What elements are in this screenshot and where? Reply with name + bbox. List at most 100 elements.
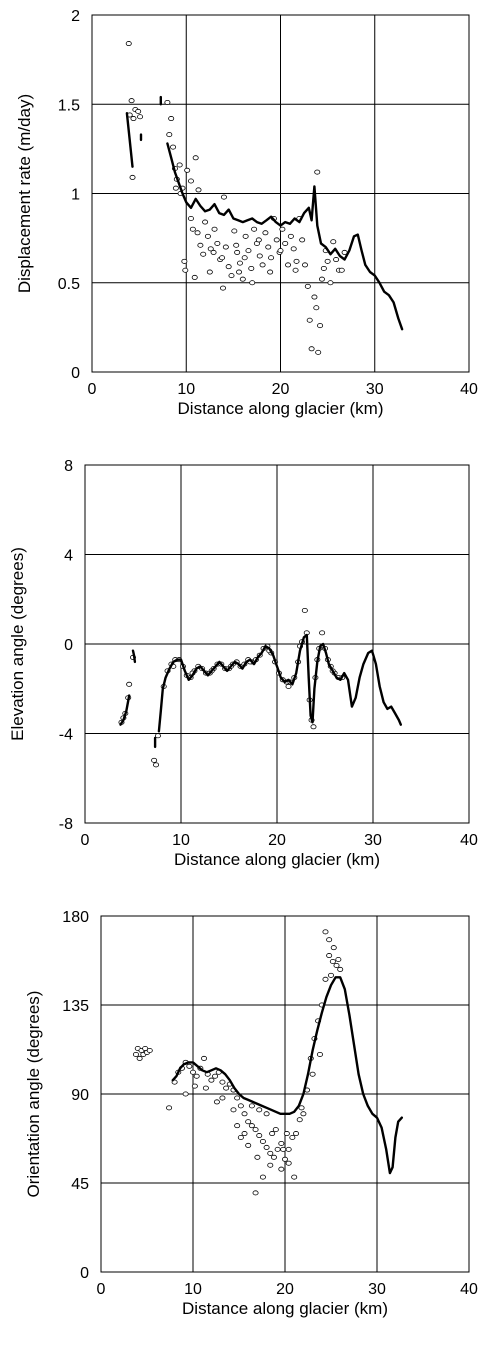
data-point — [256, 1107, 263, 1113]
data-point — [248, 1103, 255, 1109]
data-point — [202, 219, 209, 225]
data-point — [311, 294, 318, 300]
data-point — [241, 255, 248, 261]
data-point — [319, 630, 326, 636]
y-tick-label: 0.5 — [58, 276, 80, 293]
data-point — [292, 267, 299, 273]
data-point — [263, 1144, 270, 1150]
data-point — [202, 1085, 209, 1091]
data-point — [322, 976, 329, 982]
data-point — [181, 258, 188, 264]
panel-elevation-angle: 0 10 20 30 40 -8 -4 0 4 8 Distance along glacier (… — [0, 449, 485, 899]
data-point — [302, 262, 309, 268]
data-point — [315, 349, 322, 355]
data-point — [200, 251, 207, 257]
data-point — [197, 242, 204, 248]
data-point — [330, 239, 337, 245]
x-tick-label: 20 — [276, 1281, 294, 1298]
y-tick-label: 135 — [62, 998, 89, 1015]
data-point — [327, 280, 334, 286]
data-point — [189, 226, 196, 232]
y-tick-label: 1 — [71, 187, 80, 204]
data-point — [293, 1131, 300, 1137]
x-tick-label: 0 — [88, 381, 97, 398]
data-point — [285, 1160, 292, 1166]
data-point — [320, 265, 327, 271]
data-point — [189, 1069, 196, 1075]
data-point — [192, 155, 199, 161]
data-point — [330, 945, 337, 951]
data-point — [333, 962, 340, 968]
data-point — [285, 684, 292, 690]
data-point — [187, 178, 194, 184]
data-point — [299, 237, 306, 243]
y-tick-label: 0 — [80, 1265, 89, 1282]
y-tick-label: 180 — [62, 909, 89, 926]
data-point — [223, 1085, 230, 1091]
data-point — [282, 240, 289, 246]
data-point — [241, 1131, 248, 1137]
y-tick-label: -8 — [59, 816, 73, 833]
data-point — [166, 132, 173, 138]
data-point — [237, 1103, 244, 1109]
data-point — [220, 194, 227, 200]
series-line — [131, 649, 137, 664]
data-point — [327, 972, 334, 978]
data-point — [251, 226, 258, 232]
data-point — [279, 226, 286, 232]
data-point — [306, 317, 313, 323]
data-point — [329, 958, 336, 964]
data-point — [184, 167, 191, 173]
plot-frame — [91, 14, 470, 373]
panel-displacement-rate: 0 10 20 30 40 0 0.5 1 1.5 2 Distance along glacier… — [0, 0, 485, 449]
data-point — [191, 274, 198, 280]
data-point — [212, 1073, 219, 1079]
data-point — [245, 1142, 252, 1148]
data-point — [262, 230, 269, 236]
y-axis-label: Orientation angle (degrees) — [24, 991, 43, 1198]
x-tick-label: 20 — [272, 381, 290, 398]
data-point — [210, 249, 217, 255]
x-tick-label: 10 — [184, 1281, 202, 1298]
data-point — [233, 242, 240, 248]
data-point — [236, 260, 243, 266]
data-point — [219, 1079, 226, 1085]
data-point — [186, 1063, 193, 1069]
data-point — [273, 237, 280, 243]
data-point — [298, 1105, 305, 1111]
data-point — [301, 607, 308, 613]
data-point — [245, 1119, 252, 1125]
data-point — [222, 244, 229, 250]
y-tick-label: 2 — [71, 8, 80, 25]
data-point — [130, 116, 137, 122]
data-point — [249, 280, 256, 286]
data-point — [172, 185, 179, 191]
data-point — [326, 937, 333, 943]
data-point — [213, 1099, 220, 1105]
series-line — [157, 633, 402, 733]
x-tick-label: 10 — [172, 832, 190, 849]
data-point — [225, 264, 232, 270]
x-tick-label: 30 — [366, 381, 384, 398]
chart-elevation-angle: 0 10 20 30 40 -8 -4 0 4 8 Distance along glacier (… — [8, 458, 478, 869]
y-tick-label: 4 — [64, 548, 73, 565]
chart-orientation-angle: 0 10 20 30 40 0 45 90 135 180 Distance along glaci… — [24, 909, 478, 1318]
data-point — [176, 162, 183, 168]
data-point — [128, 98, 135, 104]
data-point — [322, 929, 329, 935]
data-point — [335, 957, 342, 963]
data-point — [296, 1117, 303, 1123]
x-tick-label: 10 — [177, 381, 195, 398]
data-point — [314, 169, 321, 175]
data-point — [272, 1127, 279, 1133]
y-tick-label: 0 — [71, 365, 80, 382]
data-point — [316, 1051, 323, 1057]
data-point — [136, 1055, 143, 1061]
data-point — [137, 114, 144, 120]
data-point — [135, 108, 142, 114]
data-point — [256, 1133, 263, 1139]
x-tick-label: 30 — [364, 832, 382, 849]
data-point — [255, 237, 262, 243]
y-tick-label: 45 — [71, 1176, 89, 1193]
chart-displacement-rate: 0 10 20 30 40 0 0.5 1 1.5 2 Distance along glacier… — [15, 8, 478, 418]
